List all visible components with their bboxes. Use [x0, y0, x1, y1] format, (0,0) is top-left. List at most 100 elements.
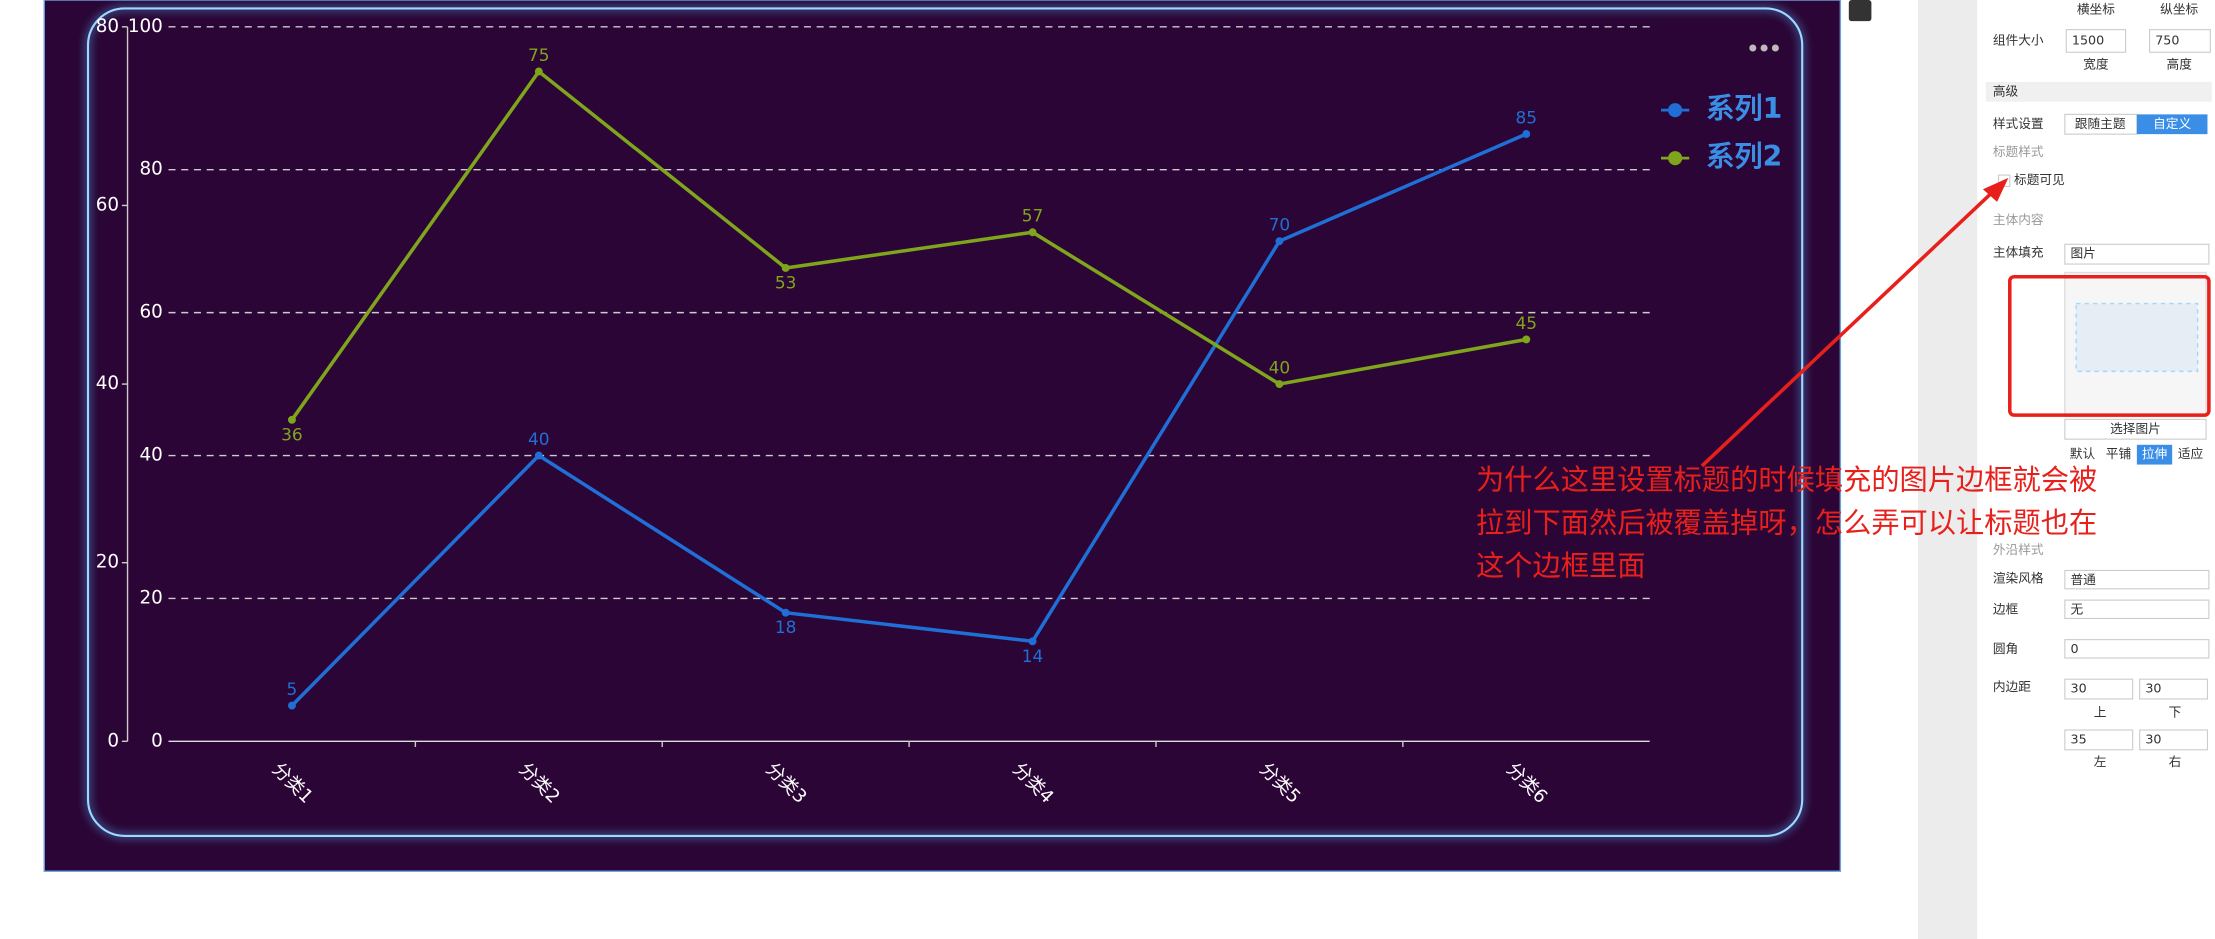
data-label: 85: [1516, 107, 1538, 127]
input-value: 0: [2071, 641, 2079, 656]
label: 上: [2094, 705, 2107, 720]
point: [534, 451, 543, 460]
annotation-line: 这个边框里面: [1476, 550, 1645, 583]
y-tick-label: 100: [128, 16, 163, 37]
label: 内边距: [1993, 679, 2031, 694]
data-label: 75: [528, 45, 550, 65]
series-line: [290, 132, 1527, 707]
image-thumb: [2075, 302, 2199, 373]
point: [1028, 637, 1037, 646]
button[interactable]: [2064, 418, 2207, 440]
point: [1522, 335, 1531, 344]
input[interactable]: [2064, 729, 2134, 751]
y-tick-label: 20: [140, 587, 163, 608]
legend-dot: [1668, 151, 1683, 166]
data-label: 57: [1022, 206, 1044, 226]
select[interactable]: [2064, 243, 2210, 265]
y2-tick-label: 80: [96, 16, 119, 37]
input-value: 750: [2155, 32, 2179, 47]
select[interactable]: [2064, 599, 2210, 620]
data-label: 14: [1022, 646, 1044, 666]
y-tick-label: 80: [140, 159, 163, 180]
data-label: 36: [281, 424, 303, 444]
mode-option[interactable]: 适应: [2178, 446, 2204, 461]
data-label: 18: [775, 617, 797, 637]
y-tick-label: 40: [140, 445, 163, 466]
y-tick-label: 0: [151, 730, 163, 751]
label: 左: [2094, 754, 2107, 769]
label: 标题可见: [2014, 172, 2065, 187]
input-value: 30: [2145, 731, 2161, 746]
arrow: [1700, 186, 1999, 468]
section-bar[interactable]: [1985, 81, 2212, 102]
input-value: 30: [2071, 681, 2087, 696]
mode-selected[interactable]: [2136, 444, 2173, 465]
y2-tick-label: 20: [96, 552, 119, 573]
label: 边框: [1993, 601, 2019, 616]
header: 横坐标: [2077, 1, 2115, 16]
mode-option[interactable]: 拉伸: [2142, 446, 2167, 461]
point: [1028, 228, 1037, 237]
point: [287, 701, 296, 710]
section: 高级: [1993, 83, 2019, 98]
label: 圆角: [1993, 641, 2018, 656]
annotation: 为什么这里设置标题的时候填充的图片边框就会被拉到下面然后被覆盖掉呀，怎么弄可以让…: [1476, 464, 2097, 583]
input[interactable]: [2139, 678, 2209, 700]
mode-option[interactable]: 平铺: [2106, 446, 2131, 461]
point: [1275, 237, 1284, 246]
label: 下: [2169, 705, 2182, 720]
header: 纵坐标: [2160, 1, 2198, 16]
select-value: 无: [2071, 601, 2084, 616]
point: [781, 264, 790, 272]
highlight-box: [2008, 274, 2211, 417]
label: 主体填充: [1993, 244, 2044, 259]
point: [287, 415, 296, 424]
input[interactable]: [2149, 29, 2211, 53]
button-text: 自定义: [2153, 116, 2191, 131]
select[interactable]: [2064, 569, 2210, 590]
point: [534, 67, 543, 76]
label: 样式设置: [1993, 116, 2044, 131]
mode-option[interactable]: 默认: [2070, 446, 2096, 461]
more-dots[interactable]: [1749, 44, 1779, 52]
legend-label: 系列2: [1706, 140, 1782, 173]
panel-gutter: [1918, 0, 1978, 939]
y-tick-label: 60: [140, 302, 163, 323]
input-value: 35: [2071, 731, 2087, 746]
input[interactable]: [2064, 639, 2210, 659]
select-value: 普通: [2071, 572, 2097, 587]
legend-dot: [1668, 103, 1683, 118]
section: 外沿样式: [1993, 542, 2044, 557]
input[interactable]: [2139, 729, 2209, 751]
y2-tick-label: 0: [107, 730, 119, 751]
label: 高度: [2167, 56, 2193, 71]
series-line: [290, 68, 1527, 421]
button[interactable]: [2136, 114, 2208, 135]
frame: [86, 7, 1804, 837]
point: [1522, 130, 1531, 138]
data-label: 40: [528, 429, 550, 449]
annotation-line: 拉到下面然后被覆盖掉呀，怎么弄可以让标题也在: [1476, 507, 2097, 540]
section: 标题样式: [1993, 144, 2044, 159]
data-label: 53: [775, 273, 797, 293]
label: 右: [2169, 754, 2182, 769]
input[interactable]: [2065, 29, 2127, 53]
data-label: 5: [287, 679, 298, 699]
input-value: 1500: [2072, 32, 2104, 47]
y2-tick-label: 60: [96, 194, 119, 215]
annotation-line: 为什么这里设置标题的时候填充的图片边框就会被: [1476, 464, 2097, 497]
panel: [1977, 0, 2215, 939]
y2-tick-label: 40: [96, 373, 119, 394]
input[interactable]: [2064, 678, 2134, 700]
lock-icon[interactable]: [1848, 0, 1872, 22]
legend-label: 系列1: [1706, 92, 1782, 125]
select-value: 图片: [2071, 246, 2096, 261]
arrow-head: [1982, 177, 2009, 202]
section: 主体内容: [1993, 212, 2044, 227]
label: 组件大小: [1993, 32, 2044, 47]
input-value: 30: [2145, 681, 2161, 696]
point: [781, 608, 790, 617]
button-text: 跟随主题: [2075, 116, 2126, 131]
